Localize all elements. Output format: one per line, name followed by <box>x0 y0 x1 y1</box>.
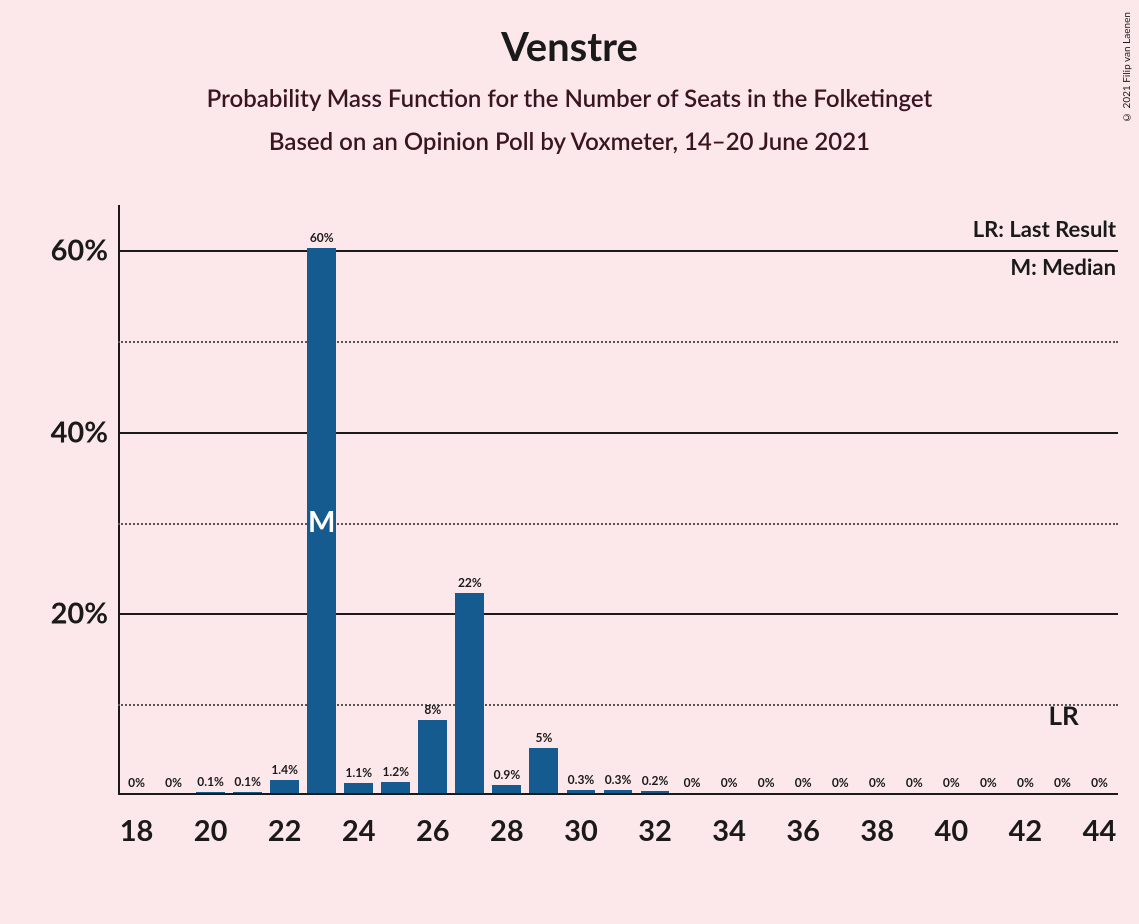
bar-value-label: 0.3% <box>568 772 595 787</box>
bar <box>270 780 299 793</box>
legend-lr: LR: Last Result <box>973 215 1116 242</box>
x-axis-label: 20 <box>194 813 228 848</box>
bar <box>455 593 484 793</box>
chart-plot-area: 20%40%60%0%0%0.1%0.1%1.4%60%1.1%1.2%8%22… <box>118 205 1118 795</box>
gridline-minor <box>118 523 1118 525</box>
bar-value-label: 0% <box>832 775 849 790</box>
gridline-minor <box>118 341 1118 343</box>
bar <box>344 783 373 793</box>
bar-value-label: 1.2% <box>382 764 409 779</box>
x-axis-label: 38 <box>860 813 894 848</box>
x-axis-label: 42 <box>1009 813 1043 848</box>
bar-value-label: 0.9% <box>494 767 521 782</box>
y-axis-label: 20% <box>28 596 108 631</box>
bar-value-label: 0% <box>1017 775 1034 790</box>
x-axis-label: 22 <box>268 813 302 848</box>
x-axis-label: 32 <box>638 813 672 848</box>
bar-value-label: 0% <box>128 775 145 790</box>
bar-value-label: 0% <box>165 775 182 790</box>
bar <box>381 782 410 793</box>
x-axis-label: 18 <box>120 813 154 848</box>
x-axis-label: 44 <box>1083 813 1117 848</box>
bar-value-label: 0% <box>1091 775 1108 790</box>
bar <box>529 748 558 793</box>
bar-value-label: 8% <box>424 702 441 717</box>
bar-value-label: 0.1% <box>234 774 261 789</box>
bar-value-label: 0.2% <box>642 773 669 788</box>
bar-value-label: 0% <box>1054 775 1071 790</box>
bar <box>196 792 225 793</box>
x-axis-label: 26 <box>416 813 450 848</box>
chart-subtitle-1: Probability Mass Function for the Number… <box>0 84 1139 113</box>
bar-value-label: 1.1% <box>345 765 372 780</box>
legend-median: M: Median <box>1010 253 1116 280</box>
x-axis-label: 24 <box>342 813 376 848</box>
bar-value-label: 0.1% <box>197 774 224 789</box>
bar-value-label: 22% <box>458 575 482 590</box>
bar-value-label: 0% <box>980 775 997 790</box>
bar-value-label: 5% <box>536 730 553 745</box>
chart-subtitle-2: Based on an Opinion Poll by Voxmeter, 14… <box>0 127 1139 156</box>
bar-value-label: 1.4% <box>271 762 298 777</box>
x-axis-label: 40 <box>935 813 969 848</box>
y-axis-label: 40% <box>28 414 108 449</box>
bar <box>492 785 521 793</box>
bar-value-label: 0% <box>869 775 886 790</box>
y-axis-label: 60% <box>28 233 108 268</box>
y-axis <box>118 205 120 795</box>
bar <box>604 790 633 793</box>
gridline-major <box>118 250 1118 252</box>
bar-value-label: 0% <box>795 775 812 790</box>
bar-value-label: 0% <box>721 775 738 790</box>
bar <box>567 790 596 793</box>
x-axis <box>118 793 1118 795</box>
bar-value-label: 0% <box>906 775 923 790</box>
gridline-major <box>118 613 1118 615</box>
bar-value-label: 0% <box>684 775 701 790</box>
bar <box>418 720 447 793</box>
bar-value-label: 0% <box>758 775 775 790</box>
x-axis-label: 34 <box>712 813 746 848</box>
chart-title: Venstre <box>0 0 1139 70</box>
bar <box>641 791 670 793</box>
lr-marker: LR <box>1048 699 1078 731</box>
gridline-minor <box>118 704 1118 706</box>
bar-value-label: 0.3% <box>605 772 632 787</box>
x-axis-label: 30 <box>564 813 598 848</box>
x-axis-label: 28 <box>490 813 524 848</box>
copyright-text: © 2021 Filip van Laenen <box>1121 12 1133 123</box>
bar <box>233 792 262 793</box>
bar-value-label: 0% <box>943 775 960 790</box>
bar-value-label: 60% <box>310 230 334 245</box>
median-marker: M <box>308 504 335 539</box>
gridline-major <box>118 432 1118 434</box>
x-axis-label: 36 <box>786 813 820 848</box>
